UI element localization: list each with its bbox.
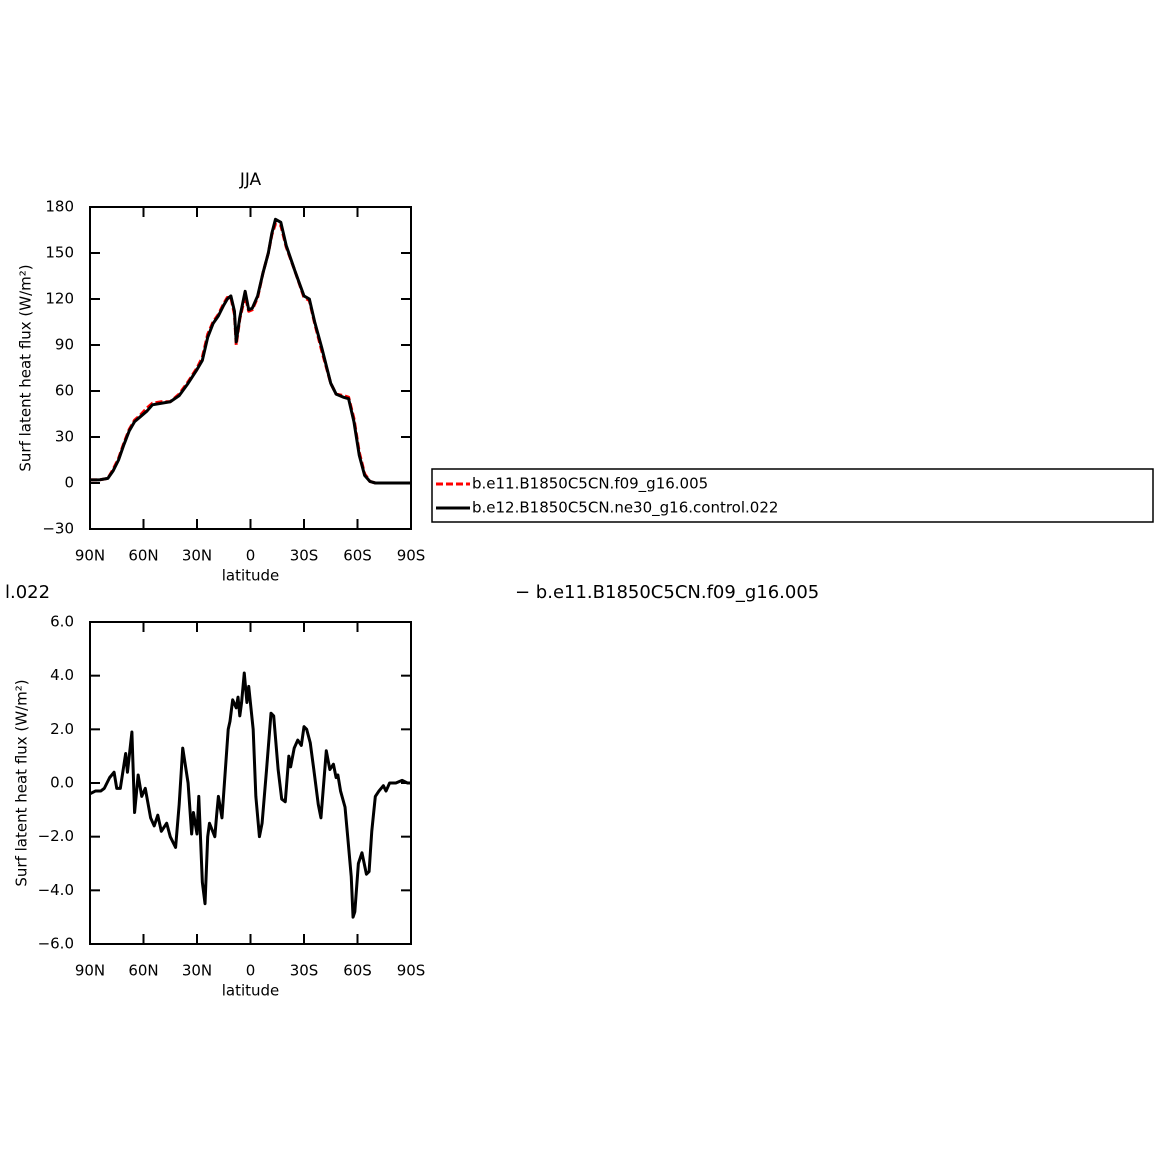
x-tick-label: 90N bbox=[75, 962, 105, 980]
x-tick-label: 30N bbox=[182, 962, 212, 980]
y-tick-label: −2.0 bbox=[38, 827, 74, 845]
x-tick-label: 60S bbox=[343, 547, 372, 565]
legend-label: b.e12.B1850C5CN.ne30_g16.control.022 bbox=[472, 499, 778, 518]
plot-frame bbox=[89, 206, 412, 530]
x-tick-label: 30S bbox=[290, 547, 319, 565]
y-axis-label: Surf latent heat flux (W/m²) bbox=[17, 264, 35, 471]
x-tick-label: 0 bbox=[246, 547, 256, 565]
y-axis-label: Surf latent heat flux (W/m²) bbox=[13, 679, 31, 886]
annotation: l.022 bbox=[5, 582, 50, 603]
x-tick-label: 90S bbox=[397, 962, 426, 980]
y-tick-label: 0 bbox=[64, 474, 74, 492]
y-tick-label: −4.0 bbox=[38, 881, 74, 899]
chart-title: JJA bbox=[239, 170, 262, 190]
x-tick-label: 30S bbox=[290, 962, 319, 980]
legend-label: b.e11.B1850C5CN.f09_g16.005 bbox=[472, 475, 708, 494]
x-tick-label: 30N bbox=[182, 547, 212, 565]
data-line bbox=[89, 671, 411, 919]
y-tick-label: 60 bbox=[55, 382, 74, 400]
x-tick-label: 60S bbox=[343, 962, 372, 980]
y-tick-label: −30 bbox=[42, 520, 74, 538]
x-axis-label: latitude bbox=[222, 982, 280, 1000]
y-tick-label: 180 bbox=[45, 198, 74, 216]
x-tick-label: 0 bbox=[246, 962, 256, 980]
y-tick-label: 6.0 bbox=[50, 613, 74, 631]
y-tick-label: 90 bbox=[55, 336, 74, 354]
x-tick-label: 90S bbox=[397, 547, 426, 565]
annotation: − b.e11.B1850C5CN.f09_g16.005 bbox=[515, 582, 819, 603]
x-axis-label: latitude bbox=[222, 567, 280, 585]
y-tick-label: 0.0 bbox=[50, 774, 74, 792]
y-tick-label: 30 bbox=[55, 428, 74, 446]
x-tick-label: 60N bbox=[128, 962, 158, 980]
y-tick-label: 120 bbox=[45, 290, 74, 308]
data-line bbox=[90, 217, 411, 485]
data-line bbox=[90, 222, 411, 485]
y-tick-label: 4.0 bbox=[50, 666, 74, 684]
legend-box bbox=[431, 468, 1154, 523]
y-tick-label: 2.0 bbox=[50, 720, 74, 738]
x-tick-label: 60N bbox=[128, 547, 158, 565]
y-tick-label: 150 bbox=[45, 244, 74, 262]
x-tick-label: 90N bbox=[75, 547, 105, 565]
y-tick-label: −6.0 bbox=[38, 935, 74, 953]
